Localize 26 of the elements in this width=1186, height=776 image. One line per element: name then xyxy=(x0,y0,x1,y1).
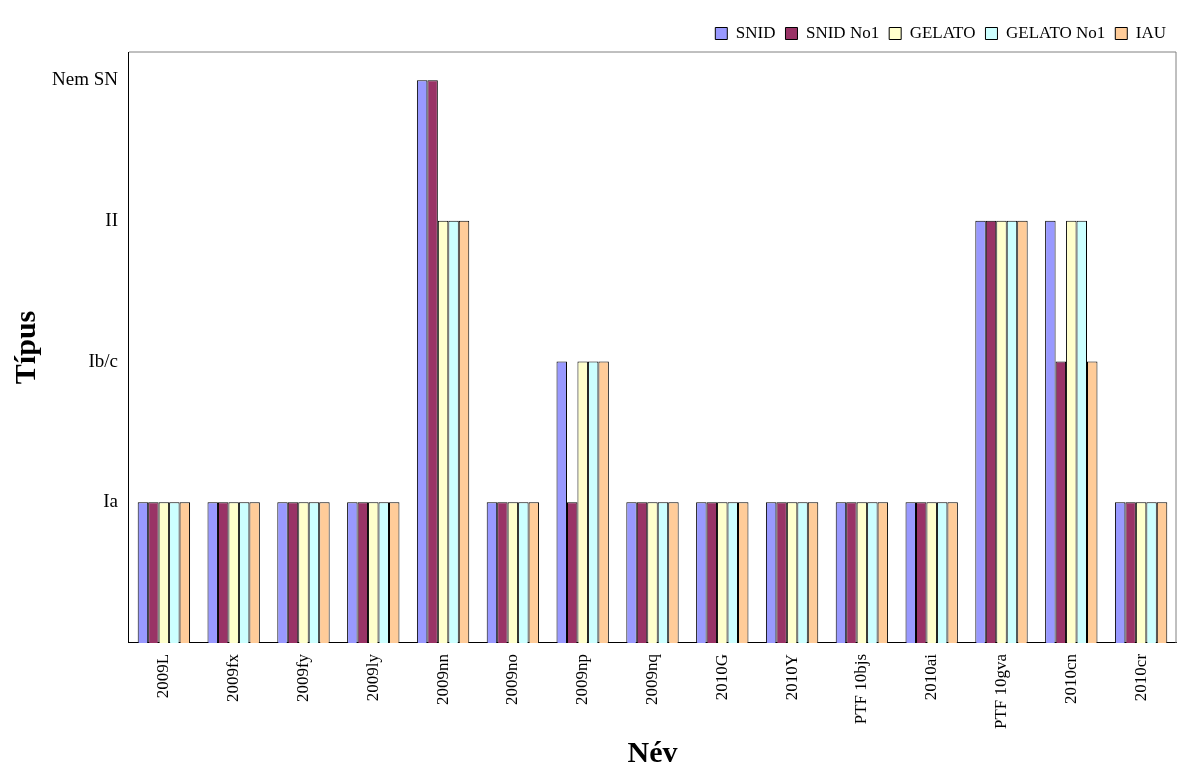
x-tick-label: 2009ly xyxy=(362,653,382,702)
legend-label: IAU xyxy=(1135,22,1166,42)
x-tick-label: 2009fy xyxy=(292,653,312,703)
y-axis-title: Típus xyxy=(7,310,41,385)
x-tick-label: 2010G xyxy=(711,653,731,701)
x-tick-label: 2009np xyxy=(572,653,592,705)
text: Nem SN xyxy=(51,68,119,90)
x-tick-label: 2010ai xyxy=(921,653,941,701)
x-tick-label: 2009nn xyxy=(432,653,452,705)
x-tick-label: 2010Y xyxy=(781,653,801,701)
x-tick-label: PTF 10bjs xyxy=(851,653,871,725)
legend-label: SNID xyxy=(735,22,776,42)
text: Ia xyxy=(103,490,119,512)
legend-label: SNID No1 xyxy=(805,22,880,42)
text: II xyxy=(105,208,118,230)
text: Ib/c xyxy=(88,349,118,371)
x-tick-label: 2009nq xyxy=(641,653,661,705)
x-tick-label: 2009no xyxy=(502,653,522,705)
x-tick-label: 2009L xyxy=(153,653,173,699)
legend-label: GELATO xyxy=(909,22,976,42)
x-tick-label: 2010cr xyxy=(1130,653,1150,702)
x-axis-title: Név xyxy=(627,734,678,768)
x-tick-label: 2010cn xyxy=(1060,653,1080,704)
x-tick-label: 2009fx xyxy=(223,653,243,703)
legend-label: GELATO No1 xyxy=(1005,22,1106,42)
x-tick-label: PTF 10gva xyxy=(990,653,1010,729)
